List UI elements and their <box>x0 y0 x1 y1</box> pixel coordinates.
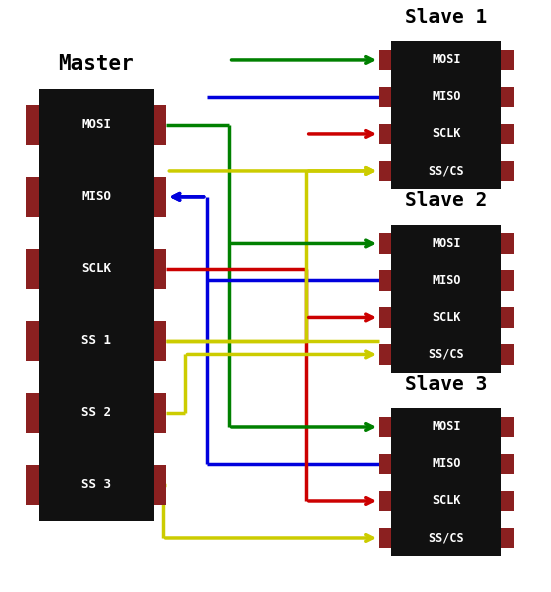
Bar <box>501 233 514 253</box>
Bar <box>154 393 166 433</box>
Bar <box>154 105 166 144</box>
Bar <box>501 528 514 548</box>
Bar <box>391 408 501 556</box>
Bar <box>501 454 514 474</box>
Text: MISO: MISO <box>82 191 111 203</box>
Text: SCLK: SCLK <box>432 311 461 324</box>
Text: SS 2: SS 2 <box>82 407 111 419</box>
Text: MOSI: MOSI <box>432 237 461 250</box>
Text: SS/CS: SS/CS <box>429 532 464 545</box>
Text: MISO: MISO <box>432 274 461 287</box>
Text: SCLK: SCLK <box>432 494 461 507</box>
Text: MOSI: MOSI <box>432 53 461 66</box>
Bar <box>379 161 391 181</box>
Bar <box>379 50 391 70</box>
Bar <box>379 417 391 437</box>
Bar <box>501 271 514 291</box>
Bar <box>26 105 39 144</box>
Bar <box>379 124 391 144</box>
Bar <box>501 491 514 511</box>
Bar <box>501 417 514 437</box>
Bar <box>501 124 514 144</box>
Bar <box>379 454 391 474</box>
Bar <box>39 89 154 521</box>
Bar <box>154 249 166 289</box>
Bar <box>501 345 514 365</box>
Bar <box>501 87 514 107</box>
Bar <box>501 161 514 181</box>
Bar <box>501 307 514 327</box>
Bar <box>154 321 166 361</box>
Bar <box>379 528 391 548</box>
Bar <box>154 465 166 505</box>
Text: MOSI: MOSI <box>82 118 111 131</box>
Text: SS/CS: SS/CS <box>429 348 464 361</box>
Bar <box>26 177 39 217</box>
Bar <box>379 233 391 253</box>
Bar <box>391 225 501 373</box>
Text: SS 1: SS 1 <box>82 334 111 348</box>
Bar <box>26 249 39 289</box>
Bar <box>379 491 391 511</box>
Bar <box>391 41 501 189</box>
Bar <box>501 50 514 70</box>
Text: Slave 3: Slave 3 <box>405 375 488 394</box>
Text: SS 3: SS 3 <box>82 478 111 491</box>
Bar <box>379 345 391 365</box>
Bar <box>379 271 391 291</box>
Text: Slave 2: Slave 2 <box>405 191 488 210</box>
Text: SCLK: SCLK <box>82 262 111 275</box>
Text: MOSI: MOSI <box>432 420 461 433</box>
Text: MISO: MISO <box>432 458 461 471</box>
Bar <box>26 321 39 361</box>
Text: MISO: MISO <box>432 91 461 104</box>
Bar <box>154 177 166 217</box>
Bar <box>26 465 39 505</box>
Bar <box>379 307 391 327</box>
Text: Master: Master <box>58 54 134 74</box>
Text: Slave 1: Slave 1 <box>405 8 488 27</box>
Bar <box>26 393 39 433</box>
Text: SS/CS: SS/CS <box>429 165 464 178</box>
Bar <box>379 87 391 107</box>
Text: SCLK: SCLK <box>432 127 461 140</box>
